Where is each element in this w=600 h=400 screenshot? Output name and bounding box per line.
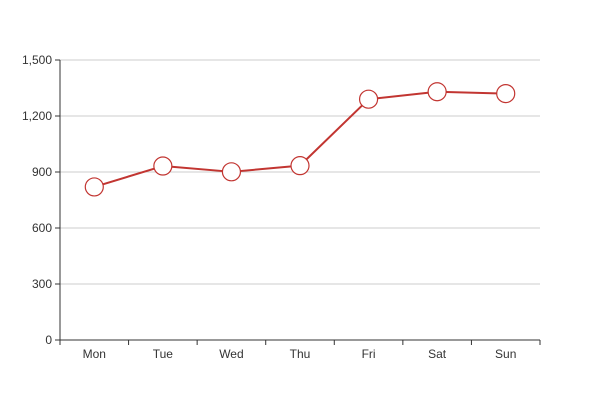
data-point[interactable] <box>496 83 516 104</box>
x-tick-label: Tue <box>153 347 174 361</box>
x-tick-label: Mon <box>83 347 106 361</box>
data-point[interactable] <box>427 82 447 102</box>
axis-layer: 0 300 600 900 1,200 1,500 Mon Tue Wed Thu Fri Sat Su… <box>22 53 541 361</box>
data-point[interactable] <box>153 156 173 176</box>
x-tick-label: Sat <box>428 347 447 361</box>
y-tick-label: 0 <box>45 333 52 347</box>
data-point[interactable] <box>358 89 379 109</box>
x-tick-label: Wed <box>219 347 243 361</box>
y-tick-label: 600 <box>32 221 52 235</box>
x-tick-label: Thu <box>290 347 311 361</box>
x-tick-label: Fri <box>362 347 376 361</box>
data-point[interactable] <box>290 156 310 176</box>
data-point[interactable] <box>221 162 242 182</box>
y-tick-label: 1,200 <box>22 109 52 123</box>
data-point[interactable] <box>84 177 104 197</box>
series-layer <box>84 82 516 197</box>
y-tick-label: 300 <box>32 277 52 291</box>
y-tick-label: 1,500 <box>22 53 52 67</box>
y-tick-label: 900 <box>32 165 52 179</box>
x-tick-label: Sun <box>495 347 516 361</box>
